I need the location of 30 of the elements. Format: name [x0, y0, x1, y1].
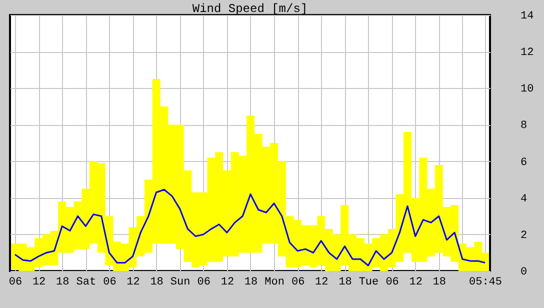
x-tick-label: 12	[409, 276, 422, 288]
chart-title: Wind Speed [m/s]	[192, 2, 308, 16]
x-tick-label: Sat	[76, 276, 96, 288]
y-tick-label: 4	[520, 193, 528, 206]
x-tick-label: 06	[291, 276, 305, 288]
x-tick-label: 18	[432, 276, 446, 288]
x-tick-label: 06	[197, 276, 210, 288]
x-tick-label: 05:45	[468, 276, 502, 288]
y-tick-label: 6	[520, 156, 528, 169]
x-tick-label: 18	[244, 276, 258, 288]
x-tick-label: 12	[126, 276, 140, 288]
x-tick-label: 18	[56, 276, 70, 288]
x-tick-label: 12	[220, 276, 234, 288]
y-tick-label: 10	[520, 84, 534, 96]
line-series	[14, 188, 486, 266]
y-tick-label: 2	[520, 230, 528, 242]
x-tick-label: Tue	[358, 276, 379, 288]
x-tick-label: Sun	[170, 276, 190, 288]
y-tick-label: 12	[520, 47, 534, 60]
x-tick-label: 06	[386, 276, 399, 288]
y-tick-label: 8	[520, 120, 528, 132]
y-tick-label: 14	[520, 10, 534, 22]
x-tick-label: 12	[315, 276, 328, 288]
x-tick-label: 06	[103, 276, 116, 288]
x-tick-label: 12	[32, 276, 46, 288]
x-tick-label: 06	[8, 276, 22, 288]
y-tick-label: 0	[520, 266, 528, 278]
x-tick-label: Mon	[264, 276, 284, 288]
x-tick-label: 18	[150, 276, 164, 288]
x-tick-label: 18	[338, 276, 352, 288]
